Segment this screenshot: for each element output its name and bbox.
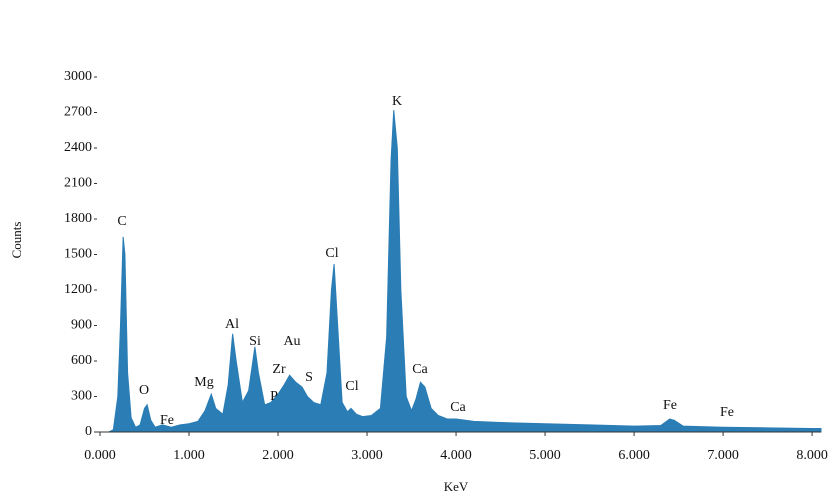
peak-label: Ca: [412, 362, 428, 377]
peak-label: Al: [225, 317, 239, 332]
x-tick-label: 5.000: [529, 448, 561, 463]
peak-label: Cl: [325, 246, 338, 261]
peak-label: P: [270, 389, 278, 404]
peak-label: Mg: [194, 375, 213, 390]
x-axis-title: KeV: [444, 479, 469, 494]
y-tick-label: 2400: [64, 140, 92, 155]
x-tick-label: 1.000: [173, 448, 205, 463]
y-tick-label: 3000: [64, 69, 92, 84]
x-tick-label: 8.000: [796, 448, 828, 463]
y-tick-label: 1200: [64, 282, 92, 297]
peak-label: Fe: [720, 405, 734, 420]
y-tick-label: 2100: [64, 176, 92, 191]
peak-label: C: [117, 214, 126, 229]
x-tick-label: 2.000: [262, 448, 294, 463]
x-tick-label: 4.000: [440, 448, 472, 463]
peak-label: Si: [249, 334, 261, 349]
peak-label: Fe: [663, 398, 677, 413]
peak-label: Ca: [450, 400, 466, 415]
y-tick-label: 1500: [64, 247, 92, 262]
y-tick-label: 1800: [64, 211, 92, 226]
spectrum-area: [108, 110, 822, 433]
y-tick-label: 600: [71, 353, 92, 368]
x-tick-label: 7.000: [707, 448, 739, 463]
peak-label: O: [139, 383, 149, 398]
y-axis-title: Counts: [9, 222, 24, 259]
y-tick-label: 300: [71, 389, 92, 404]
y-tick-label: 2700: [64, 105, 92, 120]
x-tick-label: 6.000: [618, 448, 650, 463]
peak-label: Fe: [160, 413, 174, 428]
peak-label: Zr: [272, 362, 286, 377]
x-tick-label: 3.000: [351, 448, 383, 463]
peak-label: Au: [283, 334, 300, 349]
y-tick-label: 0: [85, 424, 92, 439]
peak-label: Cl: [345, 379, 358, 394]
x-tick-label: 0.000: [84, 448, 116, 463]
peak-label: S: [305, 370, 313, 385]
y-tick-label: 900: [71, 318, 92, 333]
peak-label: K: [392, 94, 402, 109]
